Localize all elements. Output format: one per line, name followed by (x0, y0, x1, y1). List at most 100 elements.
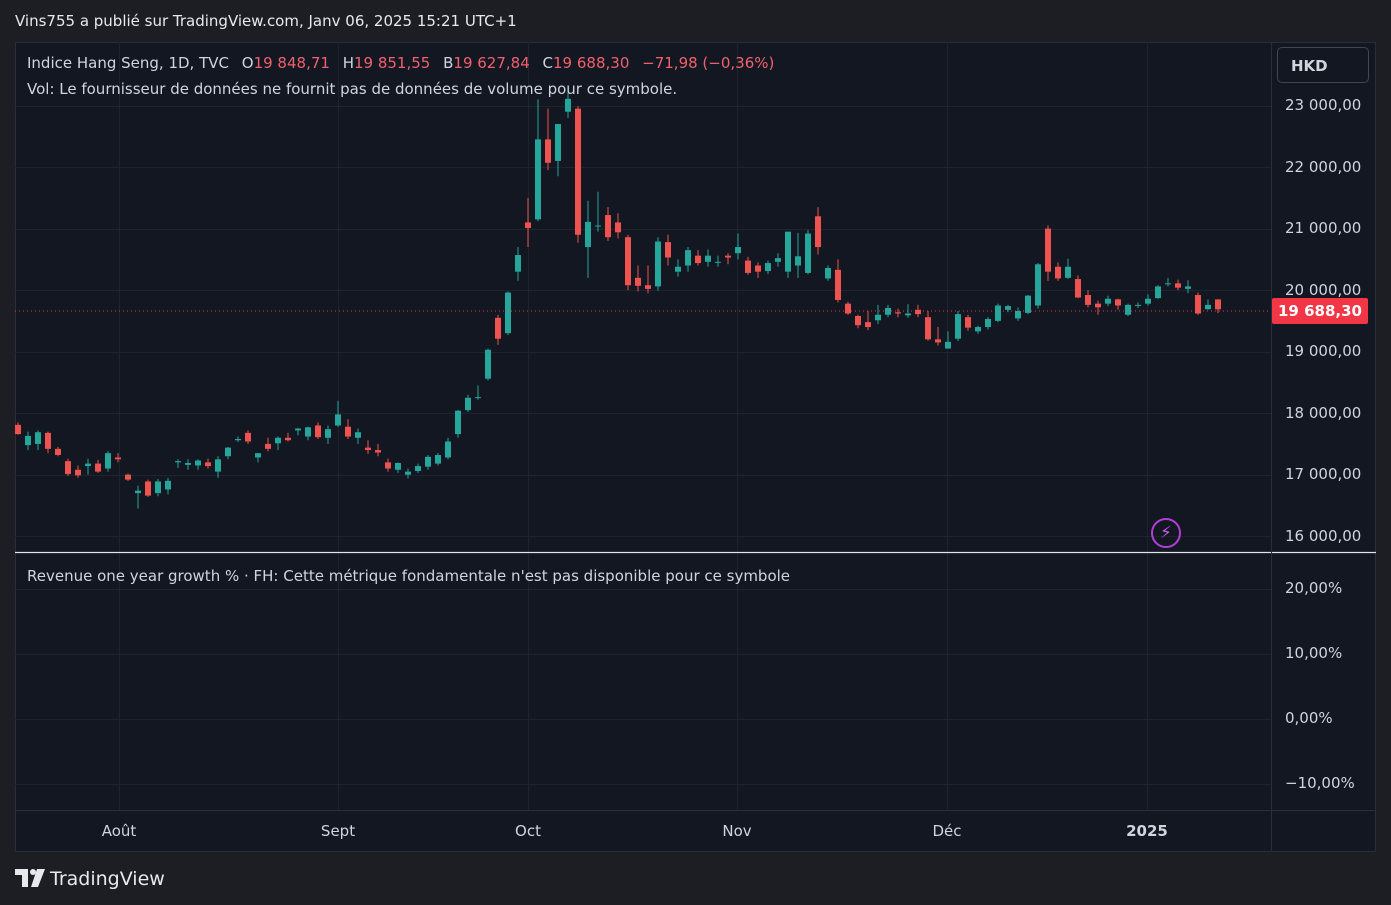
candle-body (685, 250, 691, 266)
tradingview-logo-icon (15, 869, 45, 887)
lightning-icon[interactable]: ⚡ (1151, 518, 1181, 548)
candle-body (1025, 295, 1031, 313)
candle-body (235, 438, 241, 441)
candle-body (845, 303, 851, 314)
candle-body (1115, 299, 1121, 306)
candle-body (425, 456, 431, 467)
brand-name: TradingView (50, 868, 165, 890)
candle-body (1045, 228, 1051, 272)
candle-body (545, 139, 551, 163)
candle-body (675, 266, 681, 272)
candle-body (625, 237, 631, 286)
time-tick: 2025 (1126, 822, 1168, 840)
indicator-tick: −10,00% (1285, 774, 1355, 792)
candle-body (835, 269, 841, 300)
candle-body (1215, 299, 1221, 310)
candle-body (1125, 304, 1131, 315)
indicator-label[interactable]: Revenue one year growth % · FH: Cette mé… (27, 567, 791, 585)
candle-body (25, 435, 31, 446)
high-label: H (342, 54, 354, 72)
currency-button[interactable]: HKD (1277, 47, 1369, 83)
candle-body (415, 466, 421, 471)
candle-body (635, 277, 641, 286)
candle-body (405, 471, 411, 475)
price-tick: 16 000,00 (1285, 527, 1362, 545)
candle-body (125, 474, 131, 480)
price-tick: 19 000,00 (1285, 342, 1362, 360)
candle-body (645, 285, 651, 289)
candle-body (705, 255, 711, 262)
candle-body (885, 307, 891, 315)
time-tick: Sept (320, 822, 356, 840)
candle-body (1095, 303, 1101, 308)
grid-lines (15, 42, 1271, 810)
candle-body (95, 463, 101, 472)
candles (15, 90, 1221, 509)
candle-body (185, 462, 191, 465)
candle-body (1135, 304, 1141, 306)
candle-body (695, 255, 701, 264)
open-label: O (241, 54, 254, 72)
time-tick: Déc (932, 822, 962, 840)
high-value: 19 851,55 (353, 54, 431, 72)
candle-body (1185, 286, 1191, 289)
candle-body (215, 459, 221, 472)
candle-body (785, 231, 791, 272)
candle-body (115, 457, 121, 460)
candle-body (485, 349, 491, 379)
candle-body (615, 222, 621, 233)
candle-body (1065, 266, 1071, 278)
time-tick: Nov (722, 822, 752, 840)
candle-body (105, 453, 111, 469)
candle-body (335, 414, 341, 426)
candle-body (1145, 298, 1151, 304)
publish-info: Vins755 a publié sur TradingView.com, Ja… (15, 12, 517, 30)
candle-body (595, 225, 601, 227)
candle-body (765, 263, 771, 272)
candle-body (955, 314, 961, 339)
candle-body (1055, 266, 1061, 279)
candle-body (275, 437, 281, 444)
symbol-name[interactable]: Indice Hang Seng, 1D, TVC (27, 54, 229, 72)
candle-body (15, 424, 21, 435)
indicator-tick: 20,00% (1285, 579, 1343, 597)
candle-body (825, 267, 831, 279)
close-value: 19 688,30 (553, 54, 630, 72)
candle-body (725, 255, 731, 258)
candle-body (965, 317, 971, 328)
candle-body (445, 441, 451, 458)
candle-body (585, 221, 591, 248)
candle-body (655, 241, 661, 287)
candle-body (905, 313, 911, 316)
publish-header: Vins755 a publié sur TradingView.com, Ja… (0, 0, 1391, 42)
chart-frame[interactable] (15, 42, 1376, 852)
price-chart[interactable] (15, 42, 1376, 852)
candle-body (535, 139, 541, 220)
candle-body (855, 315, 861, 326)
price-tick: 23 000,00 (1285, 96, 1362, 114)
candle-body (755, 265, 761, 272)
candle-body (1015, 311, 1021, 319)
candle-body (795, 256, 801, 266)
candle-body (165, 480, 171, 490)
price-tick: 17 000,00 (1285, 465, 1362, 483)
candle-body (565, 98, 571, 112)
candle-body (1085, 295, 1091, 305)
candle-body (465, 397, 471, 411)
candle-body (815, 216, 821, 248)
candle-body (135, 490, 141, 494)
candle-body (1035, 264, 1041, 306)
candle-body (865, 322, 871, 328)
ohlc-legend: Indice Hang Seng, 1D, TVC O19 848,71 H19… (27, 54, 774, 72)
candle-body (475, 397, 481, 399)
candle-body (205, 462, 211, 467)
candle-body (265, 443, 271, 449)
candle-body (325, 429, 331, 438)
candle-body (155, 481, 161, 494)
candle-body (195, 460, 201, 466)
candle-body (805, 233, 811, 273)
candle-body (85, 463, 91, 467)
candle-body (75, 469, 81, 476)
candle-body (995, 305, 1001, 321)
candle-body (1075, 279, 1081, 298)
